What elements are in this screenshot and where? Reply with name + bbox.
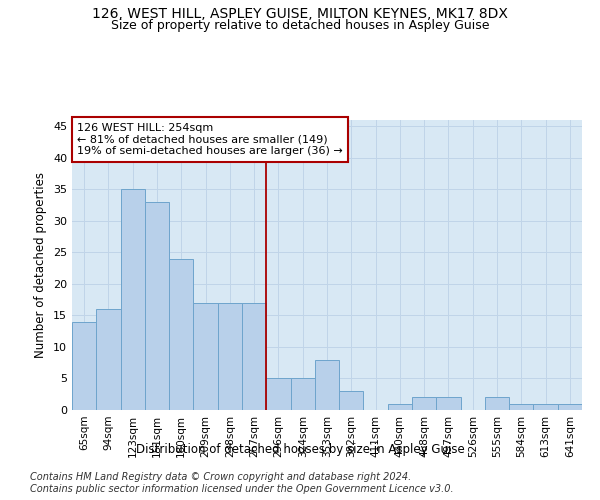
Bar xyxy=(533,404,558,410)
Bar xyxy=(145,202,169,410)
Bar xyxy=(193,303,218,410)
Bar xyxy=(218,303,242,410)
Bar xyxy=(266,378,290,410)
Bar xyxy=(485,398,509,410)
Bar xyxy=(169,258,193,410)
Text: 126 WEST HILL: 254sqm
← 81% of detached houses are smaller (149)
19% of semi-det: 126 WEST HILL: 254sqm ← 81% of detached … xyxy=(77,123,343,156)
Bar xyxy=(388,404,412,410)
Text: Distribution of detached houses by size in Aspley Guise: Distribution of detached houses by size … xyxy=(136,442,464,456)
Y-axis label: Number of detached properties: Number of detached properties xyxy=(34,172,47,358)
Bar xyxy=(121,190,145,410)
Text: 126, WEST HILL, ASPLEY GUISE, MILTON KEYNES, MK17 8DX: 126, WEST HILL, ASPLEY GUISE, MILTON KEY… xyxy=(92,8,508,22)
Text: Contains HM Land Registry data © Crown copyright and database right 2024.: Contains HM Land Registry data © Crown c… xyxy=(30,472,411,482)
Text: Contains public sector information licensed under the Open Government Licence v3: Contains public sector information licen… xyxy=(30,484,454,494)
Bar xyxy=(242,303,266,410)
Bar xyxy=(315,360,339,410)
Bar xyxy=(412,398,436,410)
Bar xyxy=(558,404,582,410)
Bar xyxy=(339,391,364,410)
Text: Size of property relative to detached houses in Aspley Guise: Size of property relative to detached ho… xyxy=(111,18,489,32)
Bar xyxy=(96,309,121,410)
Bar xyxy=(72,322,96,410)
Bar xyxy=(509,404,533,410)
Bar xyxy=(436,398,461,410)
Bar xyxy=(290,378,315,410)
